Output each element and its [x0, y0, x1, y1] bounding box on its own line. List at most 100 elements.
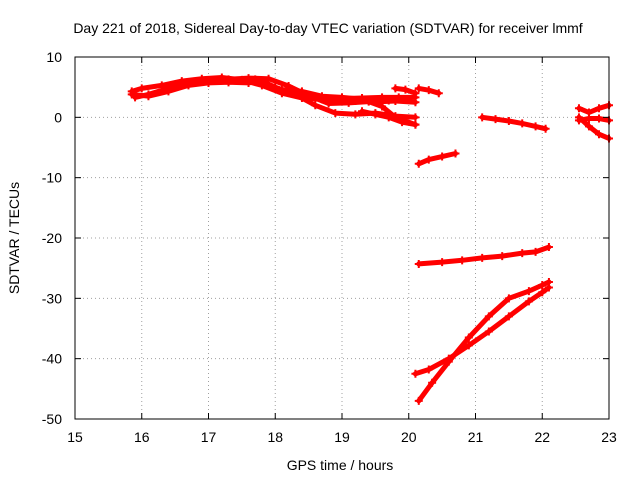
data-point — [358, 107, 367, 116]
series-7 — [414, 84, 443, 98]
data-point — [541, 124, 550, 133]
data-point — [504, 312, 513, 321]
data-point — [444, 357, 453, 366]
series-trace — [576, 114, 612, 141]
data-point — [411, 98, 420, 107]
data-point — [524, 287, 533, 296]
data-point — [398, 118, 407, 127]
data-point — [518, 249, 527, 258]
data-point — [164, 87, 173, 96]
y-tick-label: -30 — [42, 290, 62, 306]
data-point — [264, 81, 273, 90]
y-tick-label: 10 — [46, 49, 62, 65]
data-point — [424, 365, 433, 374]
y-tick-label: -20 — [42, 230, 62, 246]
series-5 — [358, 107, 420, 129]
data-point — [224, 78, 233, 87]
y-tick-label: -10 — [42, 170, 62, 186]
data-point — [504, 294, 513, 303]
y-axis-label: SDTVAR / TECUs — [6, 182, 22, 294]
series-12 — [414, 278, 553, 405]
x-tick-label: 20 — [401, 429, 417, 445]
data-point — [414, 396, 423, 405]
data-point — [491, 115, 500, 124]
data-point — [364, 97, 373, 106]
data-point — [524, 297, 533, 306]
data-point — [311, 94, 320, 103]
series-4 — [297, 90, 420, 107]
data-point — [411, 113, 420, 122]
data-point — [484, 327, 493, 336]
data-point — [411, 120, 420, 129]
y-tick-label: 0 — [54, 109, 62, 125]
x-tick-label: 19 — [334, 429, 350, 445]
data-point — [414, 259, 423, 268]
data-point — [264, 74, 273, 83]
data-point — [297, 90, 306, 99]
series-trace — [576, 102, 612, 115]
data-point — [594, 130, 603, 139]
axis-ticks: 15 16 17 18 19 20 21 22 23 -50 -40 -30 -20 -10 0 10 — [42, 49, 617, 445]
data-point — [324, 95, 333, 104]
data-point — [531, 122, 540, 131]
data-point — [414, 84, 423, 93]
series-trace — [416, 151, 458, 167]
data-point — [478, 253, 487, 262]
y-tick-label: -50 — [42, 411, 62, 427]
data-point — [458, 256, 467, 265]
x-tick-label: 18 — [267, 429, 283, 445]
series-8 — [414, 149, 460, 168]
data-point — [351, 110, 360, 119]
data-point — [184, 81, 193, 90]
grid — [75, 57, 609, 419]
data-point — [351, 97, 360, 106]
data-point — [478, 113, 487, 122]
x-tick-label: 23 — [601, 429, 617, 445]
data-point — [424, 155, 433, 164]
data-point — [411, 89, 420, 98]
data-point — [574, 104, 583, 113]
data-point — [127, 90, 136, 99]
data-point — [451, 149, 460, 158]
data-point — [544, 278, 553, 287]
chart-title: Day 221 of 2018, Sidereal Day-to-day VTE… — [73, 20, 582, 36]
x-tick-label: 15 — [67, 429, 83, 445]
series-15 — [574, 113, 613, 143]
x-tick-label: 17 — [201, 429, 217, 445]
x-tick-label: 16 — [134, 429, 150, 445]
data-point — [391, 84, 400, 93]
data-point — [574, 113, 583, 122]
data-point — [538, 288, 547, 297]
series-9 — [478, 113, 550, 133]
data-point — [584, 114, 593, 123]
data-point — [137, 84, 146, 93]
data-point — [401, 85, 410, 94]
data-point — [498, 252, 507, 261]
data-point — [251, 75, 260, 84]
data-point — [424, 86, 433, 95]
data-point — [144, 92, 153, 101]
data-point — [414, 159, 423, 168]
data-point — [594, 104, 603, 113]
data-point — [438, 152, 447, 161]
data-point — [504, 116, 513, 125]
data-point — [518, 119, 527, 128]
data-point — [584, 122, 593, 131]
x-tick-label: 22 — [534, 429, 550, 445]
data-point — [204, 78, 213, 87]
series-6 — [391, 84, 420, 98]
series-10 — [414, 243, 553, 268]
data-point — [464, 333, 473, 342]
data-point — [438, 258, 447, 267]
series-trace — [252, 76, 418, 128]
data-point — [311, 101, 320, 110]
data-point — [434, 89, 443, 98]
data-point — [594, 114, 603, 123]
data-point — [371, 110, 380, 119]
data-point — [428, 378, 437, 387]
data-point — [391, 97, 400, 106]
x-axis-label: GPS time / hours — [287, 457, 394, 473]
data-point — [331, 109, 340, 118]
